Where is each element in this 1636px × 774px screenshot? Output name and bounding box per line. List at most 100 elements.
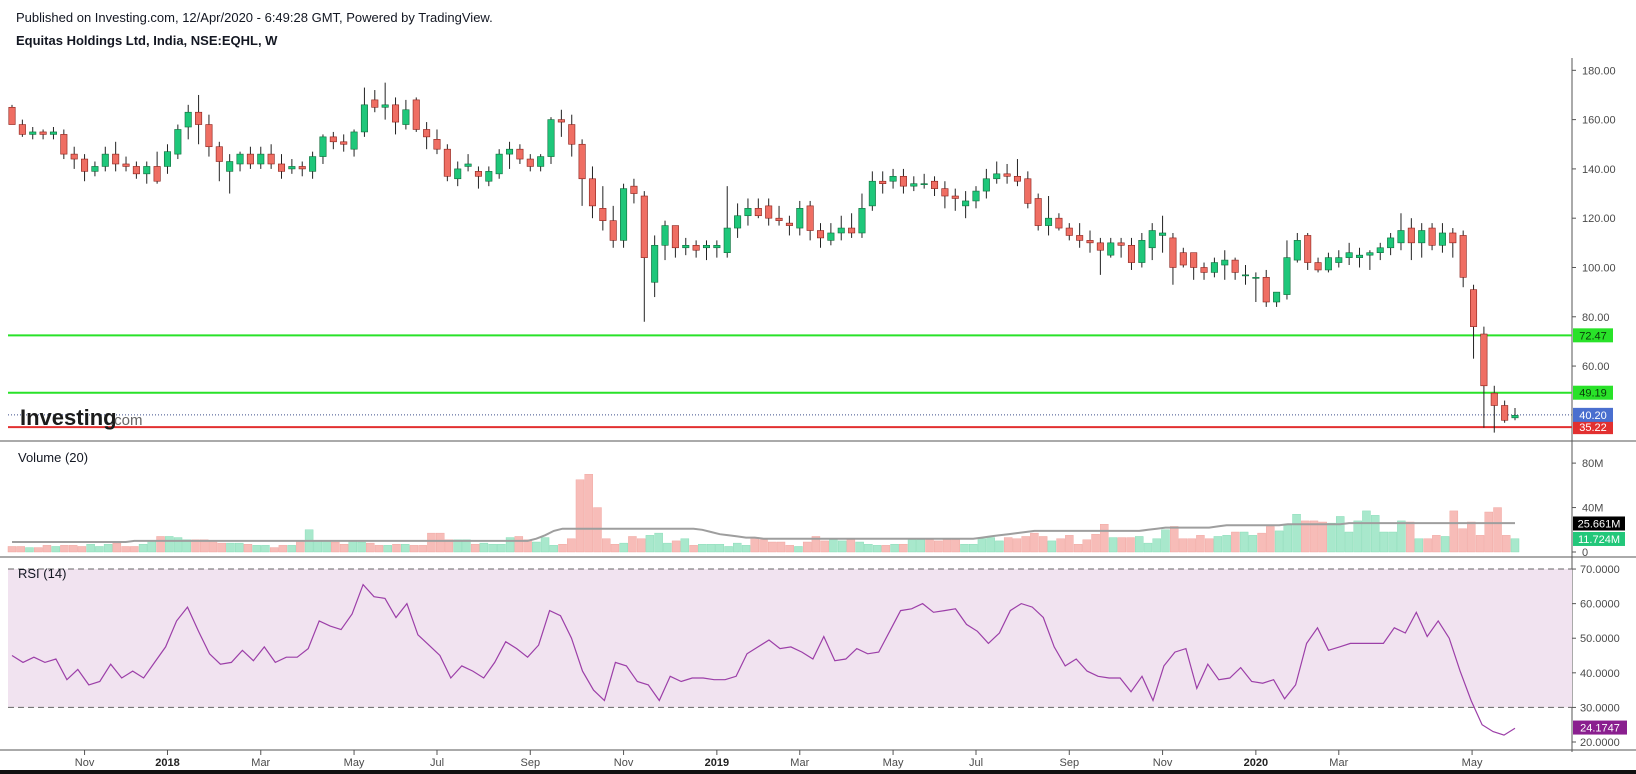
candle-up (1356, 254, 1364, 258)
volume-bar-down (1021, 536, 1030, 553)
volume-bar-down (567, 538, 576, 553)
volume-bar-up (872, 545, 882, 553)
bottom-border (0, 770, 1636, 774)
candle-up (174, 129, 182, 155)
volume-bar-down (759, 539, 768, 553)
rsi-line (11, 583, 1516, 736)
volume-bar-down (558, 544, 567, 553)
candle-up (1241, 274, 1250, 277)
candle-up (91, 166, 99, 172)
candle-down (81, 158, 89, 172)
time-tick-label: Nov (75, 757, 95, 769)
candle-down (609, 220, 617, 241)
volume-bar-down (1432, 535, 1441, 553)
time-tick-label: Sep (520, 757, 540, 769)
volume-bar-up (619, 542, 628, 553)
volume-bar-up (741, 545, 751, 553)
candle-down (931, 180, 939, 189)
candle-down (516, 148, 524, 160)
volume-bar-down (42, 545, 52, 553)
volume-bar-down (243, 544, 253, 553)
candle-up (1511, 415, 1519, 419)
candle-down (630, 185, 638, 194)
candle-down (1179, 252, 1187, 266)
candle-up (1045, 217, 1053, 226)
candle-up (454, 168, 462, 180)
candle-down (246, 153, 254, 165)
candle-up (1438, 232, 1446, 246)
volume-bar-down (689, 545, 698, 553)
volume-bar-up (1239, 531, 1249, 553)
volume-bar-down (1301, 520, 1310, 553)
candle-down (1117, 242, 1125, 246)
volume-bar-down (1196, 535, 1205, 553)
candle-down (112, 153, 120, 165)
volume-bar-down (1038, 536, 1048, 553)
volume-bar-down (68, 545, 78, 553)
candle-up (1387, 237, 1395, 249)
volume-bar-up (837, 540, 847, 553)
volume-bar-up (86, 544, 95, 553)
volume-bar-down (296, 540, 305, 553)
candle-down (153, 166, 161, 182)
volume-bar-up (1222, 535, 1231, 553)
candle-down (899, 175, 907, 187)
candle-up (464, 163, 472, 167)
candle-up (319, 136, 327, 157)
time-tick-label: Sep (1059, 757, 1079, 769)
candle-down (588, 178, 596, 207)
volume-bar-up (1344, 531, 1354, 553)
candle-up (1366, 252, 1374, 256)
volume-bar-down (1012, 538, 1022, 553)
volume-bar-up (1397, 520, 1406, 553)
candle-up (734, 215, 742, 229)
volume-bar-up (1108, 537, 1118, 553)
candle-up (1418, 230, 1426, 244)
volume-bar-down (1204, 538, 1214, 553)
candle-down (474, 171, 482, 177)
candle-up (1107, 242, 1115, 256)
volume-bar-up (1370, 515, 1380, 553)
volume-bar-down (33, 547, 43, 553)
candle-down (599, 208, 607, 221)
volume-bar-up (1213, 536, 1223, 553)
candle-up (360, 104, 368, 133)
volume-tick-label: 0 (1582, 547, 1588, 559)
volume-bar-up (1292, 514, 1301, 553)
volume-bar-down (112, 542, 122, 553)
volume-bar-down (1458, 528, 1467, 553)
volume-bar-up (977, 538, 987, 553)
volume-bar-up (1152, 538, 1161, 553)
candle-up (1324, 257, 1332, 271)
volume-bar-up (995, 540, 1004, 553)
candle-up (226, 161, 234, 172)
volume-bar-down (1493, 507, 1502, 553)
candle-up (236, 153, 244, 165)
volume-bar-up (1336, 516, 1345, 553)
volume-bar-down (776, 541, 786, 553)
volume-bar-up (864, 544, 873, 553)
volume-bar-up (829, 539, 838, 553)
volume-bar-down (1178, 538, 1188, 553)
candle-down (1065, 227, 1073, 236)
volume-bar-down (584, 474, 593, 553)
volume-bar-up (724, 546, 733, 553)
candle-up (1293, 240, 1301, 261)
volume-bar-down (1502, 535, 1511, 553)
volume-bar-down (750, 537, 759, 553)
candle-up (1283, 257, 1291, 295)
volume-bar-down (785, 545, 794, 553)
volume-bar-up (1510, 538, 1520, 553)
volume-bar-down (366, 542, 375, 553)
investing-logo: Investing (20, 405, 117, 430)
volume-bar-down (820, 540, 829, 553)
volume-bar-down (1423, 538, 1432, 553)
support-badge (1573, 328, 1613, 343)
candle-down (298, 166, 306, 170)
volume-bar-up (1161, 529, 1170, 553)
volume-bar-down (1484, 511, 1494, 553)
volume-bar-up (165, 536, 174, 553)
candle-down (392, 104, 400, 123)
volume-bar-down (1405, 521, 1415, 553)
